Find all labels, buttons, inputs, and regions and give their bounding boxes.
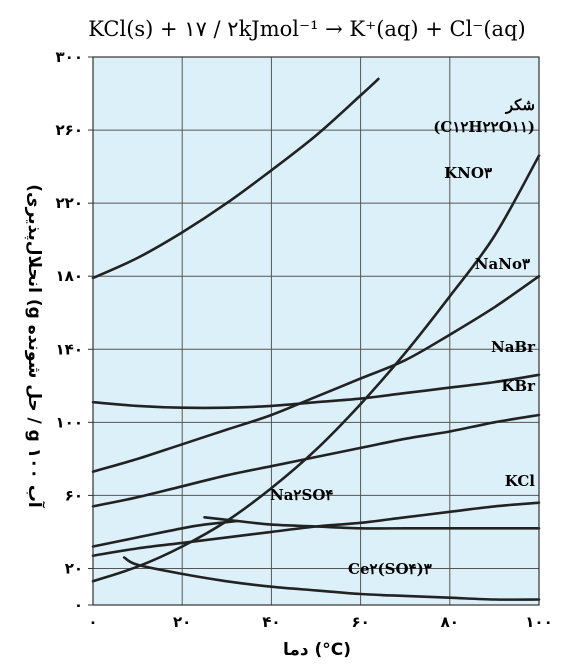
x-tick-label: ۴۰: [262, 613, 280, 631]
series-label-8: Ce۲(SO۴)۳: [348, 560, 432, 578]
series-label-0-formula: (C۱۲H۲۲O۱۱): [433, 118, 535, 136]
x-tick-label: ۲۰: [173, 613, 191, 631]
y-tick-label: ۲۰: [65, 559, 83, 577]
series-label-5: KCl: [505, 472, 536, 490]
axis-ticks: ۰ ۲۰ ۴۰ ۶۰ ۸۰ ۱۰۰ ۰ ۲۰ ۶۰ ۱۰۰ ۱۴۰ ۱۸۰ ۲۲۰ ۲۶۰ ۳۰۰: [56, 48, 553, 631]
y-tick-label: ۱۰۰: [56, 413, 83, 431]
y-tick-label: ۶۰: [65, 486, 83, 504]
chart-title: KCl(s) + ۱۷ / ۲kJmol⁻¹ → K⁺(aq) + Cl⁻(aq…: [88, 17, 525, 41]
x-tick-label: ۸۰: [441, 613, 459, 631]
series-curves: [91, 77, 541, 601]
y-tick-label: ۱۴۰: [56, 340, 83, 358]
series-line-6: [203, 516, 541, 530]
series-line-3: [91, 373, 541, 410]
y-tick-label: ۱۸۰: [56, 267, 83, 285]
y-tick-label: ۲۶۰: [56, 121, 83, 139]
series-line-8: [122, 556, 541, 601]
series-label-3: NaBr: [491, 338, 536, 356]
series-label-1: KNO۳: [444, 164, 492, 182]
series-line-1: [91, 154, 541, 583]
series-line-7: [91, 519, 239, 548]
series-label-4: KBr: [501, 377, 536, 395]
series-labels: شکر (C۱۲H۲۲O۱۱) KNO۳ NaNo۳ NaBr KBr KCl Na۲SO۴ C…: [270, 96, 536, 578]
y-tick-label: ۲۲۰: [56, 194, 83, 212]
series-line-0: [91, 77, 380, 280]
plot-frame: [92, 56, 540, 606]
series-label-2: NaNo۳: [475, 255, 530, 273]
series-line-4: [91, 413, 541, 508]
y-tick-label: ۳۰۰: [56, 48, 83, 66]
series-line-2: [91, 274, 541, 473]
series-label-6: Na۲SO۴: [270, 486, 333, 504]
series-label-0: شکر: [505, 96, 535, 114]
x-tick-label: ۰: [88, 613, 97, 631]
y-tick-label: ۰: [74, 596, 83, 614]
x-tick-label: ۶۰: [351, 613, 369, 631]
x-tick-label: ۱۰۰: [525, 613, 552, 631]
y-axis-label: (انحلال‌پذیری (g حل شونده / g ۱۰۰ آب: [24, 184, 46, 509]
grid-lines: [93, 57, 539, 605]
x-axis-label: دما (°C): [283, 640, 351, 660]
plot-area: [93, 57, 539, 605]
